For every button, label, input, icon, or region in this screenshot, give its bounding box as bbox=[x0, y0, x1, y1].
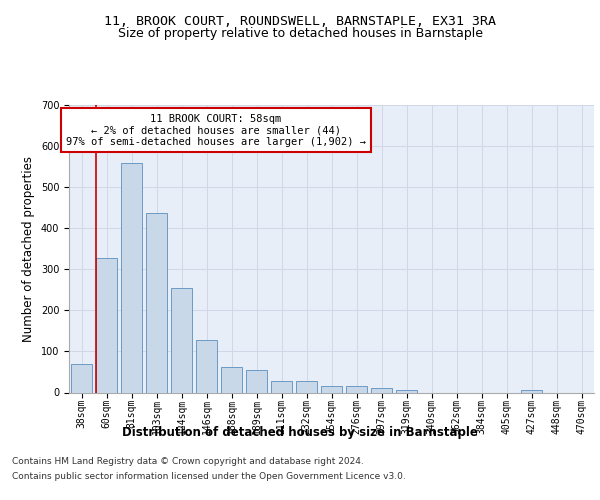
Bar bbox=[221, 366, 242, 392]
Bar bbox=[296, 381, 317, 392]
Text: Contains HM Land Registry data © Crown copyright and database right 2024.: Contains HM Land Registry data © Crown c… bbox=[12, 457, 364, 466]
Text: 11, BROOK COURT, ROUNDSWELL, BARNSTAPLE, EX31 3RA: 11, BROOK COURT, ROUNDSWELL, BARNSTAPLE,… bbox=[104, 15, 496, 28]
Bar bbox=[321, 386, 342, 392]
Text: Contains public sector information licensed under the Open Government Licence v3: Contains public sector information licen… bbox=[12, 472, 406, 481]
Bar bbox=[71, 364, 92, 392]
Bar bbox=[171, 288, 192, 393]
Y-axis label: Number of detached properties: Number of detached properties bbox=[22, 156, 35, 342]
Bar bbox=[196, 340, 217, 392]
Bar bbox=[371, 388, 392, 392]
Bar bbox=[521, 390, 542, 392]
Text: Size of property relative to detached houses in Barnstaple: Size of property relative to detached ho… bbox=[118, 27, 482, 40]
Bar bbox=[271, 381, 292, 392]
Bar bbox=[396, 390, 417, 392]
Bar bbox=[146, 213, 167, 392]
Bar bbox=[96, 258, 117, 392]
Bar bbox=[346, 386, 367, 392]
Bar bbox=[121, 162, 142, 392]
Text: Distribution of detached houses by size in Barnstaple: Distribution of detached houses by size … bbox=[122, 426, 478, 439]
Text: 11 BROOK COURT: 58sqm
← 2% of detached houses are smaller (44)
97% of semi-detac: 11 BROOK COURT: 58sqm ← 2% of detached h… bbox=[66, 114, 366, 147]
Bar bbox=[246, 370, 267, 392]
